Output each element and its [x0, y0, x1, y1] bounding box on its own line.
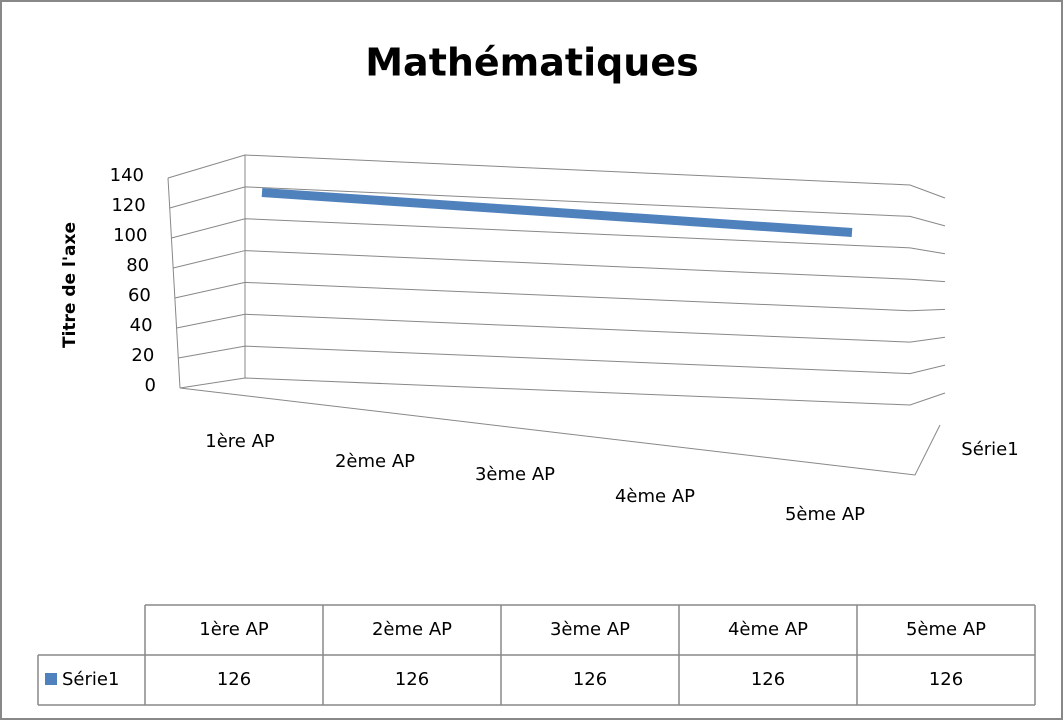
y-tick-label: 20: [131, 345, 154, 366]
grid-line: [173, 250, 946, 283]
grid-line: [176, 313, 946, 343]
table-cell: 126: [395, 669, 429, 690]
y-axis-title: Titre de l'axe: [60, 222, 80, 348]
table-cell: 126: [929, 669, 963, 690]
grid-line: [179, 377, 946, 406]
y-tick-label: 140: [110, 165, 144, 186]
table-header: 1ère AP: [199, 619, 269, 640]
y-axis: [167, 177, 181, 389]
x-tick-label: 4ème AP: [615, 486, 695, 507]
grid-line: [169, 186, 946, 227]
table-cell: 126: [751, 669, 785, 690]
table-header: 4ème AP: [728, 619, 808, 640]
series-depth-label: Série1: [961, 439, 1018, 460]
area-ribbon: [261, 188, 853, 237]
x-tick-label: 3ème AP: [475, 464, 555, 485]
y-tick-label: 40: [130, 315, 153, 336]
legend-label: Série1: [62, 669, 119, 690]
x-tick-label: 5ème AP: [785, 504, 865, 525]
legend-key: [45, 673, 57, 685]
table-header: 2ème AP: [372, 619, 452, 640]
y-tick-label: 0: [145, 375, 156, 396]
table-cell: 126: [573, 669, 607, 690]
y-tick-label: 60: [128, 285, 151, 306]
x-tick-label: 1ère AP: [205, 431, 275, 452]
grid-line: [178, 345, 946, 375]
grid-line: [174, 281, 946, 312]
x-tick-label: 2ème AP: [335, 451, 415, 472]
chart-title: Mathématiques: [365, 41, 699, 85]
floor: [179, 387, 941, 476]
y-tick-label: 120: [111, 195, 145, 216]
y-tick-label: 100: [113, 225, 147, 246]
table-header: 5ème AP: [906, 619, 986, 640]
grid-line: [167, 154, 946, 199]
table-cell: 126: [217, 669, 251, 690]
table-header: 3ème AP: [550, 619, 630, 640]
y-tick-label: 80: [126, 255, 149, 276]
grid-line: [171, 218, 946, 255]
